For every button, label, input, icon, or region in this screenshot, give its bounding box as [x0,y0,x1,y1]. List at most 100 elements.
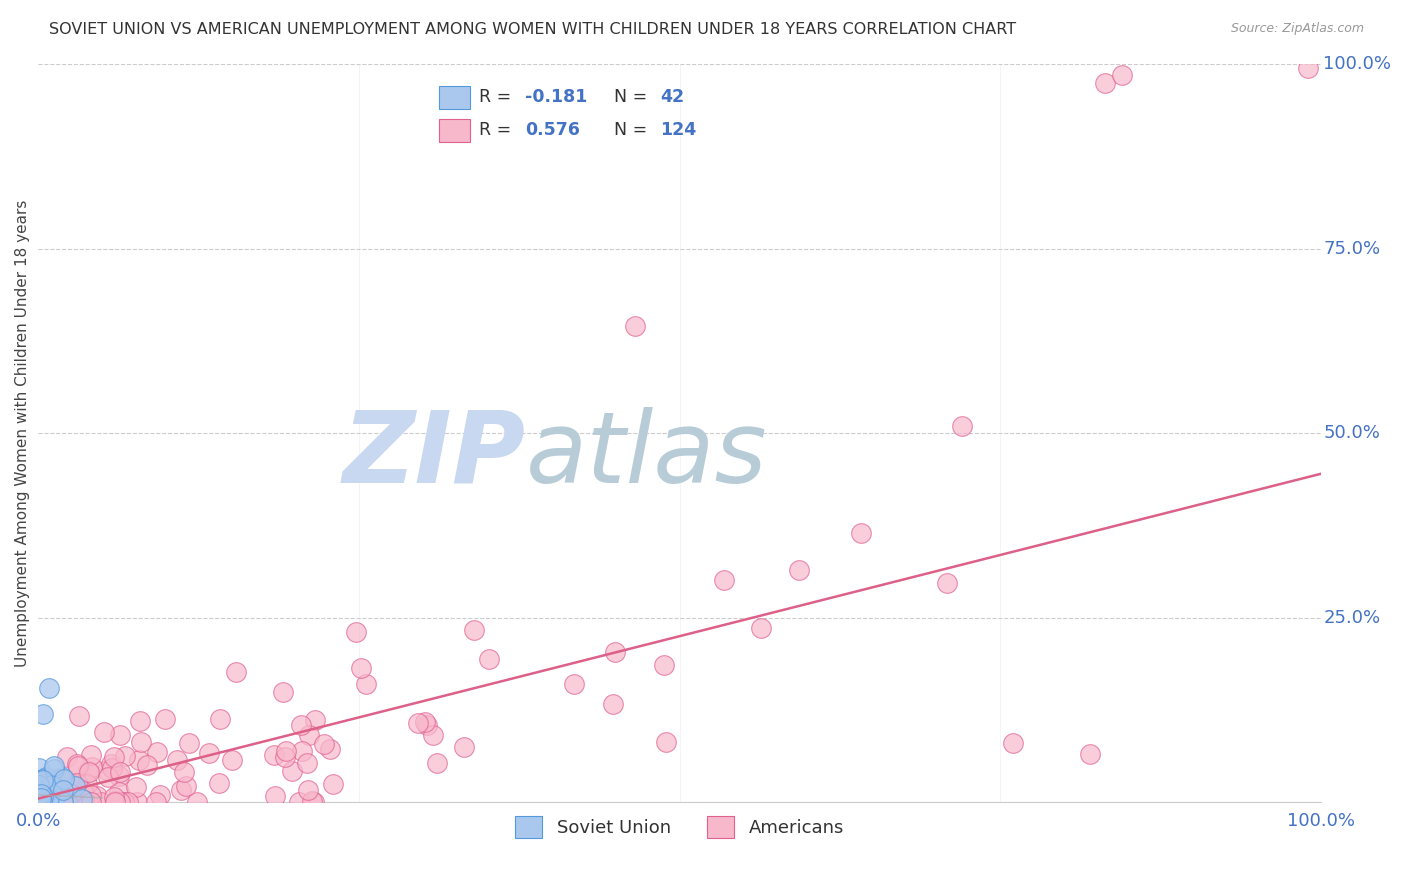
Point [263,747,285,762]
Point [295,756,318,771]
Point [108,769,131,783]
Point [849,525,872,540]
Point [318,742,340,756]
Point [38,777,60,791]
Text: atlas: atlas [526,407,768,504]
Point [103,790,125,805]
Point [104,795,127,809]
Point [97,770,120,784]
Point [453,740,475,755]
Point [1296,61,1319,75]
Point [652,657,675,672]
Point [117,795,139,809]
Point [77,765,100,780]
Point [288,795,311,809]
Point [30,787,52,801]
Point [174,779,197,793]
Point [749,622,772,636]
Point [41,778,63,792]
Point [32,794,55,808]
Point [274,744,297,758]
Point [28,789,51,803]
Point [787,563,810,577]
Point [426,756,449,770]
Point [950,418,973,433]
Point [67,709,90,723]
Point [108,728,131,742]
Point [31,772,53,786]
Point [416,718,439,732]
Point [713,573,735,587]
Point [59,787,82,801]
Point [35,771,58,785]
Point [478,652,501,666]
Point [34,775,56,789]
Point [56,795,79,809]
Legend: Soviet Union, Americans: Soviet Union, Americans [508,808,851,845]
Point [32,772,55,787]
Point [322,777,344,791]
Point [45,772,67,786]
Point [314,737,336,751]
Point [45,780,67,795]
Point [1002,736,1025,750]
Point [30,787,52,801]
Point [271,685,294,699]
Point [80,760,103,774]
Point [35,792,58,806]
Point [225,665,247,680]
Point [413,714,436,729]
Point [173,764,195,779]
Point [56,749,79,764]
Point [32,789,55,803]
Point [37,778,59,792]
Point [603,645,626,659]
Point [125,780,148,795]
Point [208,712,231,726]
Point [125,795,148,809]
Point [298,728,321,742]
Point [93,725,115,739]
Text: SOVIET UNION VS AMERICAN UNEMPLOYMENT AMONG WOMEN WITH CHILDREN UNDER 18 YEARS C: SOVIET UNION VS AMERICAN UNEMPLOYMENT AM… [49,22,1017,37]
Point [221,753,243,767]
Point [31,795,53,809]
Point [344,625,367,640]
Point [44,790,66,805]
Point [31,795,53,809]
Point [197,746,219,760]
Point [302,795,325,809]
Point [37,781,59,796]
Point [274,750,297,764]
Point [52,783,75,797]
Point [562,676,585,690]
Point [27,779,49,793]
Point [48,782,70,797]
Point [38,791,60,805]
Point [80,788,103,802]
Point [66,779,89,793]
Point [48,785,70,799]
Point [51,770,73,784]
Point [28,773,51,788]
Point [170,783,193,797]
Point [129,734,152,748]
Text: 25.0%: 25.0% [1323,608,1381,627]
Point [66,757,89,772]
Point [103,750,125,764]
Point [76,795,98,809]
Point [1094,76,1116,90]
Text: 100.0%: 100.0% [1323,55,1392,73]
Point [136,758,159,772]
Point [44,793,66,807]
Point [112,795,135,809]
Point [96,764,118,778]
Text: ZIP: ZIP [343,407,526,504]
Text: Source: ZipAtlas.com: Source: ZipAtlas.com [1230,22,1364,36]
Point [101,761,124,775]
Y-axis label: Unemployment Among Women with Children Under 18 years: Unemployment Among Women with Children U… [15,200,30,667]
Point [72,784,94,798]
Text: 75.0%: 75.0% [1323,240,1381,258]
Point [76,777,98,791]
Point [350,661,373,675]
Point [28,781,51,796]
